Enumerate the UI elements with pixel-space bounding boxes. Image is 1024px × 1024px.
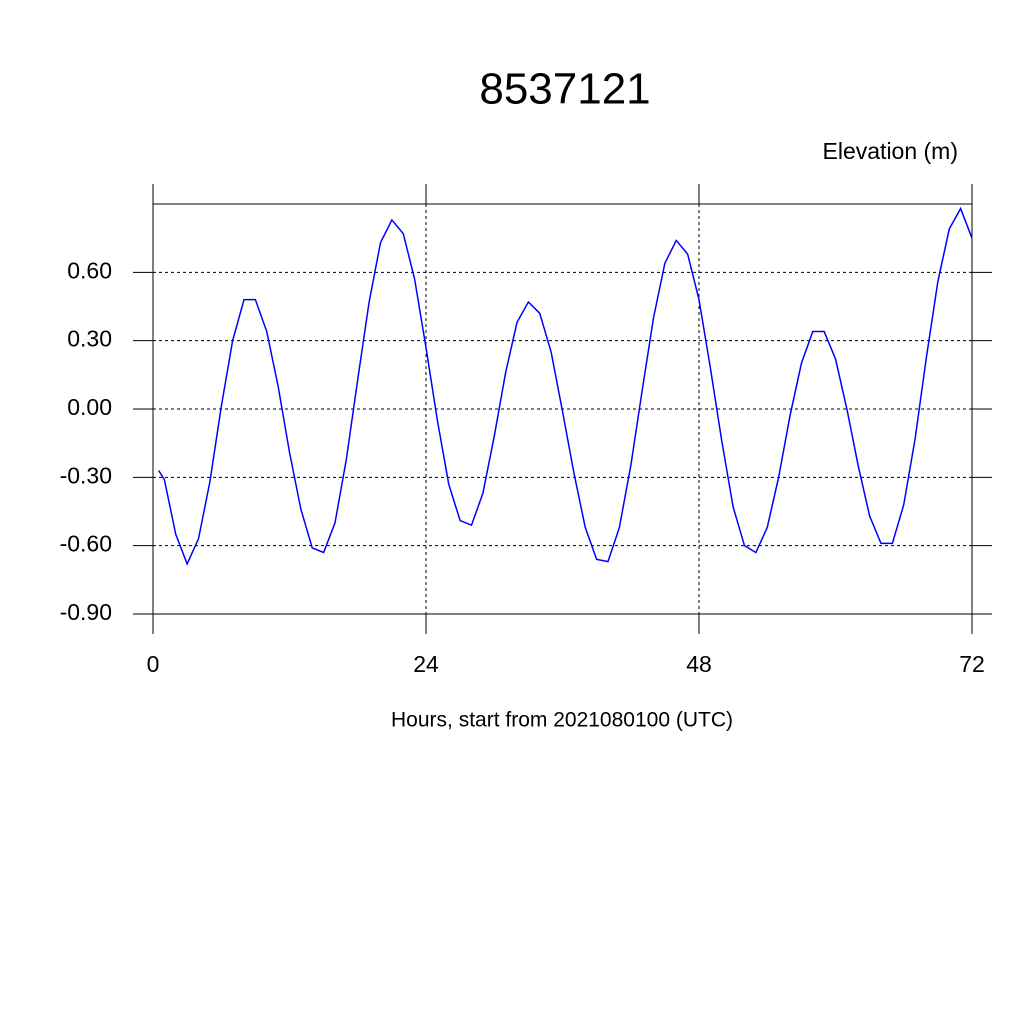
y-tick-label: 0.00 [67,394,112,420]
x-tick-label: 24 [413,651,439,677]
data-line [158,206,973,566]
y-tick-label: 0.30 [67,326,112,352]
x-tick-label: 0 [147,651,160,677]
y-tick-label: -0.60 [60,531,112,557]
y-tick-label: -0.90 [60,599,112,625]
x-tick-label: 48 [686,651,712,677]
y-tick-label: 0.60 [67,257,112,283]
chart-title: 8537121 [479,65,650,114]
x-axis-label: Hours, start from 2021080100 (UTC) [391,709,733,732]
y-axis-label: Elevation (m) [823,138,958,164]
x-tick-label: 72 [959,651,985,677]
y-tick-label: -0.30 [60,462,112,488]
